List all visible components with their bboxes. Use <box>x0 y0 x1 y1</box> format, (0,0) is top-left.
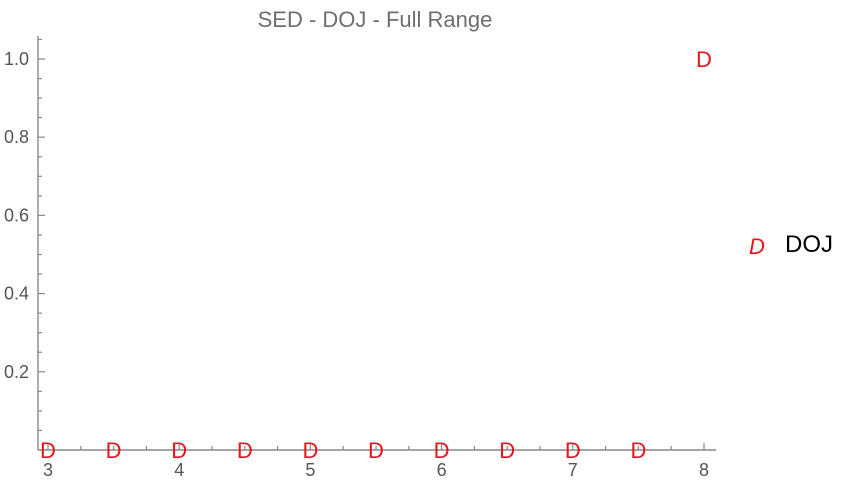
data-point: D <box>499 438 515 463</box>
data-point: D <box>696 47 712 72</box>
y-tick-label: 0.2 <box>4 362 29 382</box>
data-point: D <box>368 438 384 463</box>
legend-marker: D <box>749 234 765 259</box>
data-point: D <box>40 438 56 463</box>
x-tick-label: 8 <box>699 460 709 480</box>
data-point: D <box>565 438 581 463</box>
legend-label-doj: DOJ <box>785 231 833 258</box>
data-point: D <box>434 438 450 463</box>
data-point: D <box>171 438 187 463</box>
x-tick-label: 3 <box>43 460 53 480</box>
x-tick-label: 5 <box>305 460 315 480</box>
y-tick-label: 0.6 <box>4 205 29 225</box>
y-tick-label: 1.0 <box>4 49 29 69</box>
x-tick-label: 4 <box>174 460 184 480</box>
data-point: D <box>106 438 122 463</box>
x-tick-label: 6 <box>437 460 447 480</box>
y-tick-label: 0.4 <box>4 284 29 304</box>
x-tick-label: 7 <box>568 460 578 480</box>
data-point: D <box>630 438 646 463</box>
data-points: D D D D D D D D D D D <box>40 47 712 463</box>
y-tick-label: 0.8 <box>4 127 29 147</box>
chart-title: SED - DOJ - Full Range <box>258 7 493 32</box>
data-point: D <box>302 438 318 463</box>
legend: D DOJ <box>749 231 833 259</box>
data-point: D <box>237 438 253 463</box>
axis-ticks: 3 4 5 6 7 8 0.2 0.4 0.6 0.8 1.0 <box>4 38 709 480</box>
axes <box>37 36 716 451</box>
